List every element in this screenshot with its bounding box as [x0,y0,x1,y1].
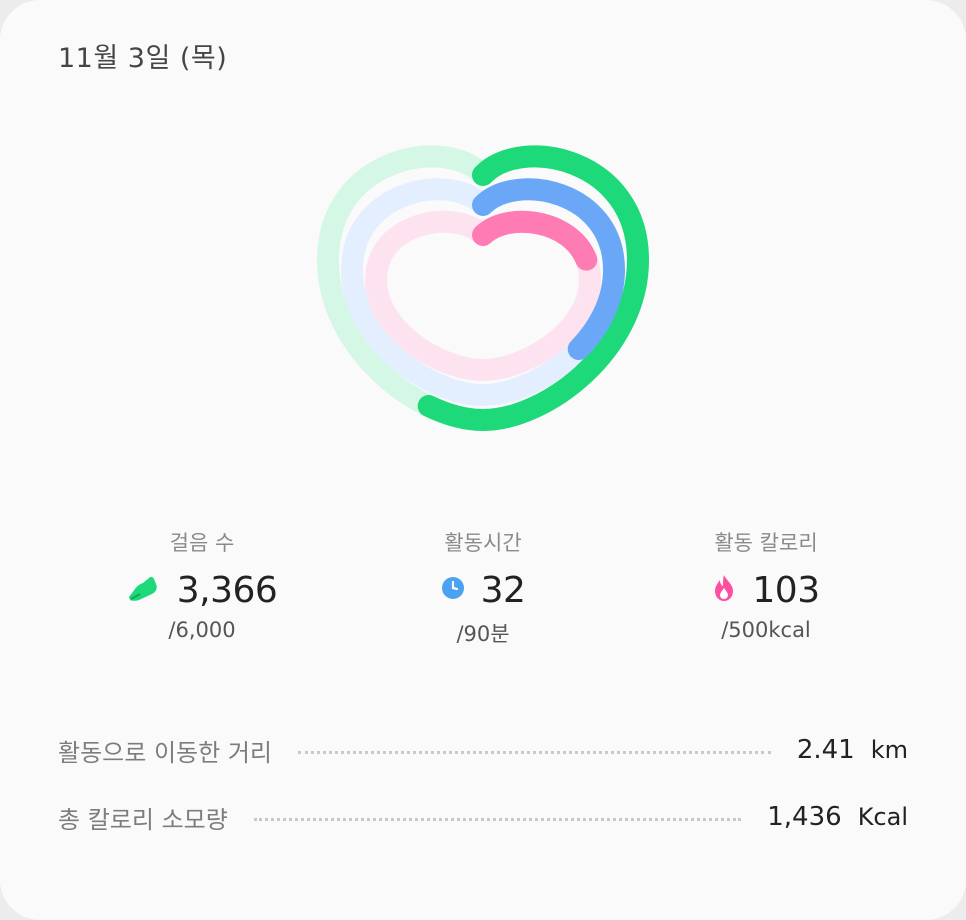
active-calories-ring-progress [364,210,602,382]
active-calories-stat[interactable]: 활동 칼로리 103 /500kcal [616,528,916,642]
steps-label: 걸음 수 [169,531,235,555]
total-calories-row[interactable]: 총 칼로리 소모량 1,436 Kcal [58,797,908,837]
clock-icon [441,576,465,604]
total-calories-unit: Kcal [857,803,908,831]
distance-value: 2.41 [796,735,855,765]
steps-value: 3,366 [176,569,278,611]
active-time-stat[interactable]: 활동시간 32 /90분 [333,528,633,648]
total-calories-label: 총 칼로리 소모량 [58,805,228,834]
active-calories-value: 103 [752,569,820,611]
dotted-leader [253,817,742,821]
steps-ring-progress [316,145,650,432]
active-time-goal: /90분 [456,622,510,646]
shoe-icon [127,575,161,605]
active-time-label: 활동시간 [444,531,522,555]
distance-unit: km [870,736,908,764]
active-time-ring-progress [340,178,626,407]
steps-goal: /6,000 [168,618,236,642]
active-calories-goal: /500kcal [721,618,811,642]
activity-heart-rings[interactable] [300,140,666,460]
distance-row[interactable]: 활동으로 이동한 거리 2.41 km [58,730,908,770]
flame-icon [712,574,736,606]
active-calories-label: 활동 칼로리 [714,531,818,555]
dotted-leader [297,750,771,754]
total-calories-value: 1,436 [767,802,842,832]
distance-label: 활동으로 이동한 거리 [58,738,272,767]
active-time-value: 32 [480,569,526,611]
steps-stat[interactable]: 걸음 수 3,366 /6,000 [52,528,352,642]
date-title: 11월 3일 (목) [58,43,228,74]
